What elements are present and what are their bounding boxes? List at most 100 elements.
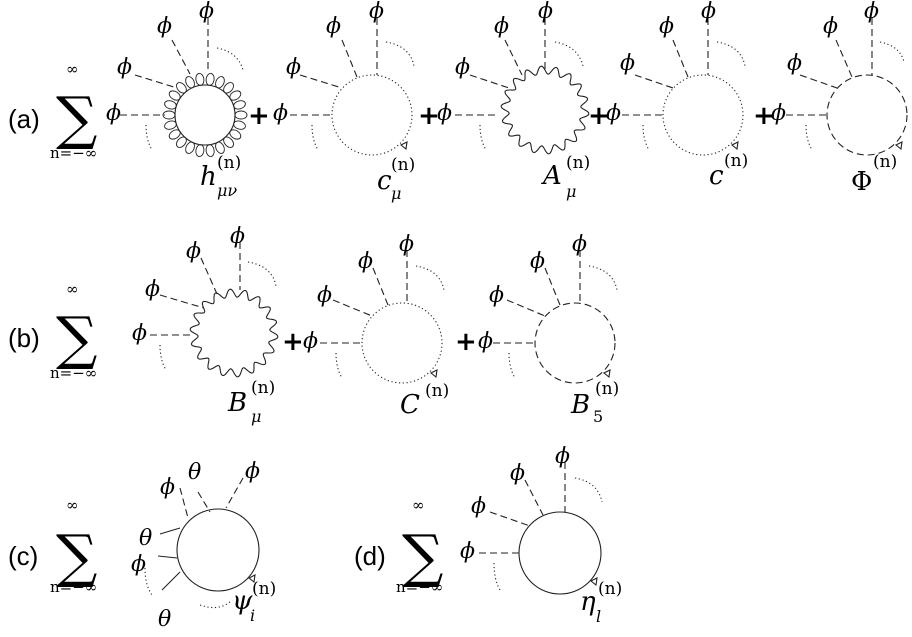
phi-label: ϕ xyxy=(273,101,288,126)
theta-label: θ xyxy=(188,460,201,485)
external-leg xyxy=(161,571,181,591)
loop-arrow xyxy=(247,574,256,584)
more-legs-dots xyxy=(144,567,153,596)
phi-label: ϕ xyxy=(555,444,570,469)
loop-arrow xyxy=(589,577,598,587)
plus-sign: + xyxy=(455,327,477,357)
panel-d-sum-upper: ∞ xyxy=(412,496,425,514)
graviton-coil-turn xyxy=(205,72,215,86)
fermion-field-subscript: l xyxy=(596,607,601,626)
panel-b-sum-lower: n=−∞ xyxy=(50,364,97,382)
graviton-coil-turn xyxy=(205,144,215,158)
phi-label: ϕ xyxy=(160,475,175,500)
graviton-field-subscript: μν xyxy=(217,181,237,200)
graviton-coil-turn xyxy=(229,129,242,140)
external-leg xyxy=(197,491,211,513)
phi-label: ϕ xyxy=(157,14,172,39)
panel-c-label: (c) xyxy=(8,541,38,571)
phi-label: ϕ xyxy=(787,51,802,76)
photon-field-superscript: (n) xyxy=(566,153,590,173)
more-legs-dots xyxy=(554,41,584,67)
scalar-field-subscript: 5 xyxy=(593,407,603,426)
fermion-field-subscript: i xyxy=(250,606,255,625)
more-legs-dots xyxy=(805,124,813,151)
loop-arrow xyxy=(429,369,438,379)
graviton-coil-turn xyxy=(229,90,242,101)
external-leg xyxy=(524,479,544,516)
plus-sign: + xyxy=(588,101,610,131)
loop-arrow xyxy=(730,141,739,151)
panel-d-label: (d) xyxy=(354,541,386,571)
plus-sign: + xyxy=(753,101,775,131)
fermion-field-label: η xyxy=(580,587,596,617)
vector-loop-wavy xyxy=(189,288,279,378)
panel-a-sum-upper: ∞ xyxy=(66,60,79,78)
theta-label: θ xyxy=(158,607,171,632)
panel-b-sigma-symbol: ∑ xyxy=(56,304,97,372)
phi-label: ϕ xyxy=(358,249,373,274)
scalar-field-superscript: (n) xyxy=(873,152,897,172)
photon-field-label: A xyxy=(541,161,562,191)
more-legs-dots xyxy=(199,599,233,609)
phi-label: ϕ xyxy=(399,232,414,257)
phi-label: ϕ xyxy=(199,0,214,24)
graviton-loop-diagram: ϕ ϕ ϕ ϕ h μν (n) xyxy=(106,0,248,200)
external-leg xyxy=(134,74,178,89)
fermion-field-label: ψ xyxy=(232,586,253,616)
panel-a-sum-lower: n=−∞ xyxy=(50,144,97,162)
graviton-coil-turn xyxy=(234,110,248,120)
plus-sign: + xyxy=(282,327,304,357)
phi-label: ϕ xyxy=(478,329,493,354)
phi-label: ϕ xyxy=(620,51,635,76)
plus-sign: + xyxy=(248,101,270,131)
ghost-field-label: C xyxy=(400,390,420,420)
phi-label: ϕ xyxy=(303,329,318,354)
more-legs-dots xyxy=(159,344,167,371)
panel-a: (a) ∞ ∑ n=−∞ ϕ ϕ ϕ ϕ h μν (n) + xyxy=(8,0,908,203)
external-leg xyxy=(341,39,358,78)
phi-label: ϕ xyxy=(659,14,674,39)
ghost-loop-circle xyxy=(331,74,413,156)
external-leg xyxy=(544,267,561,306)
phi-label: ϕ xyxy=(106,101,121,126)
panel-c-sigma-symbol: ∑ xyxy=(56,522,97,590)
ghost-field-subscript: μ xyxy=(391,184,401,203)
phi-label: ϕ xyxy=(230,224,245,249)
panel-c-sum-upper: ∞ xyxy=(66,496,79,514)
scalar-loop-diagram-b: ϕ ϕ ϕ ϕ B 5 (n) xyxy=(478,232,619,426)
external-leg xyxy=(489,511,531,527)
photon-loop-wavy xyxy=(500,65,590,155)
external-leg xyxy=(469,74,510,89)
graviton-coil-turn xyxy=(168,129,181,140)
graviton-coil-turn xyxy=(195,72,205,86)
external-leg xyxy=(179,487,189,519)
phi-label: ϕ xyxy=(606,101,621,126)
ghost-field-label: c xyxy=(377,166,392,196)
panel-d: (d) ∞ ∑ n=−∞ ϕ ϕ ϕ ϕ η l (n) xyxy=(354,444,622,626)
vector-field-label: B xyxy=(227,388,247,418)
phi-label: ϕ xyxy=(864,0,879,24)
vector-loop-diagram: ϕ ϕ ϕ ϕ B μ (n) xyxy=(132,224,279,426)
phi-label: ϕ xyxy=(510,461,525,486)
external-leg xyxy=(634,74,674,89)
external-leg xyxy=(299,74,343,89)
phi-label: ϕ xyxy=(286,55,301,80)
ghost-field-label: c xyxy=(709,161,724,191)
scalar-field-label: Φ xyxy=(851,167,872,197)
external-leg xyxy=(332,299,373,317)
loop-arrow xyxy=(894,141,903,151)
fermion-loop-circle xyxy=(176,508,260,592)
phi-label: ϕ xyxy=(132,321,147,346)
phi-label: ϕ xyxy=(245,459,260,484)
scalar-ghost-loop-diagram: ϕ ϕ ϕ ϕ c (n) xyxy=(606,0,748,191)
plus-sign: + xyxy=(418,101,440,131)
panel-d-sum-lower: n=−∞ xyxy=(396,578,443,596)
more-legs-dots xyxy=(335,352,343,379)
vector-ghost-loop-diagram: ϕ ϕ ϕ ϕ c μ (n) xyxy=(273,0,415,203)
external-leg xyxy=(159,527,181,535)
more-legs-dots xyxy=(311,124,319,151)
scalar-loop-circle xyxy=(826,74,908,156)
vector-field-subscript: μ xyxy=(251,407,261,426)
more-legs-dots xyxy=(145,124,153,151)
phi-label: ϕ xyxy=(572,232,587,257)
